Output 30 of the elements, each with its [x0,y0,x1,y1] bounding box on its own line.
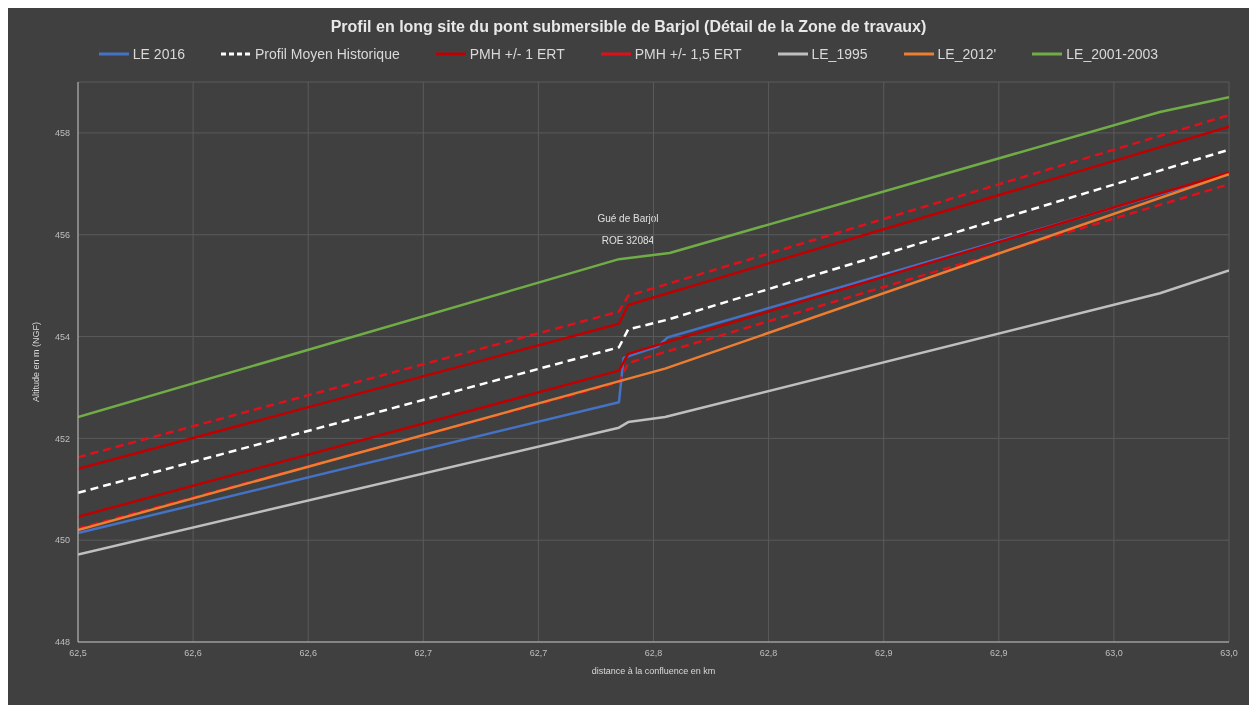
y-tick-label: 458 [54,128,70,139]
x-tick-label: 62,6 [184,648,202,659]
y-axis-title: Altitude en m (NGF) [31,321,42,403]
y-tick-label: 448 [54,637,70,648]
x-tick-label: 62,8 [759,648,778,659]
legend-label: LE_2001-2003 [1066,46,1159,62]
x-tick-label: 62,6 [299,648,317,659]
x-tick-label: 63,0 [1220,648,1238,659]
chart-title: Profil en long site du pont submersible de Barjol (Détail de la Zone de travaux) [329,18,928,36]
y-tick-label: 450 [54,535,70,546]
x-axis-title: distance à la confluence en km [591,666,716,676]
x-tick-label: 62,9 [874,648,893,659]
legend-label: LE_1995 [811,46,868,62]
line-series [78,96,1229,419]
legend-label: LE 2016 [132,46,185,62]
x-tick-label: 63,0 [1105,648,1123,659]
legend-label: PMH +/- 1 ERT [469,46,565,62]
legend-label: PMH +/- 1,5 ERT [634,46,742,62]
y-tick-label: 456 [54,229,70,240]
annotation: Gué de Barjol [596,212,660,226]
x-tick-label: 62,7 [529,648,548,659]
x-tick-label: 62,7 [414,648,433,659]
legend-label: LE_2012' [937,46,997,62]
x-tick-label: 62,8 [644,648,663,659]
y-tick-label: 452 [54,433,70,444]
x-tick-label: 62,9 [990,648,1008,659]
annotation: ROE 32084 [600,234,656,248]
y-tick-label: 454 [54,331,70,342]
x-tick-label: 62,5 [69,648,87,659]
legend-label: Profil Moyen Historique [255,46,400,62]
